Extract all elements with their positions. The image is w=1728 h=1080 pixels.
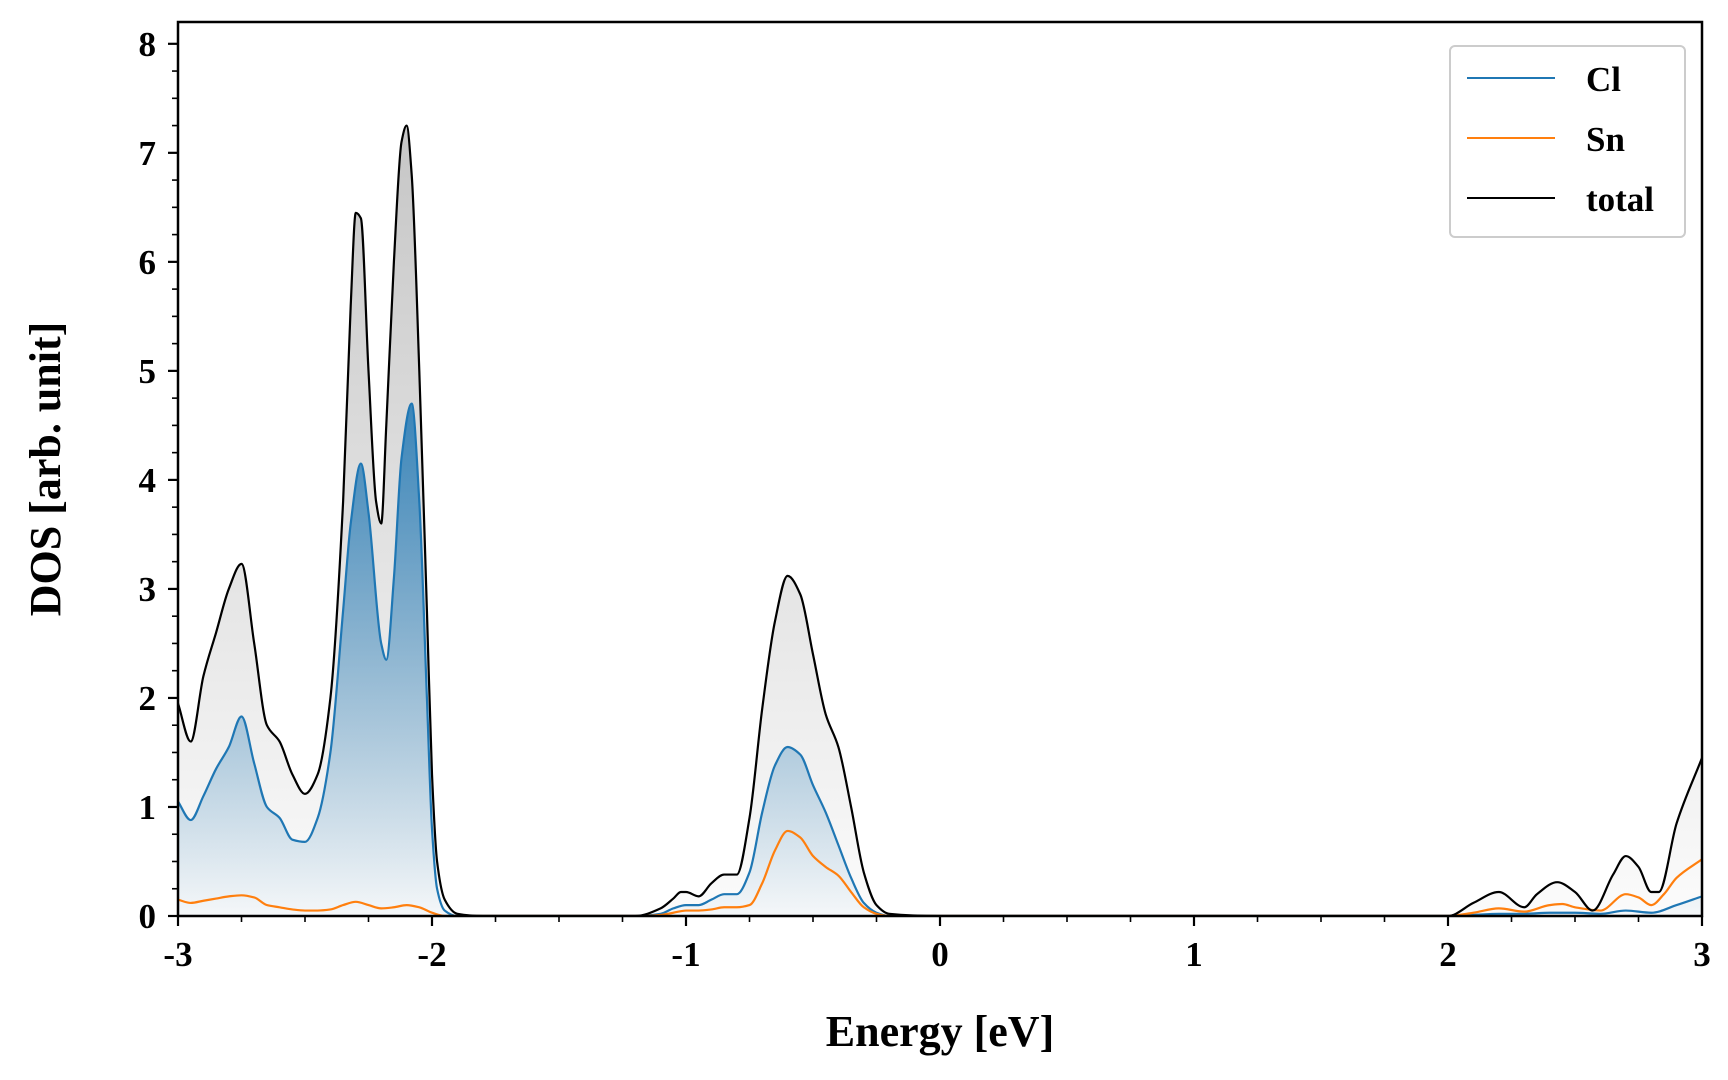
y-tick-label: 0 [139, 897, 157, 936]
legend: Cl Sn total [1449, 45, 1686, 238]
x-tick-label: -1 [671, 935, 700, 974]
y-tick-label: 4 [139, 461, 157, 500]
legend-label-cl: Cl [1586, 60, 1621, 99]
series-line-total [178, 124, 1702, 916]
y-tick-label: 3 [139, 570, 157, 609]
legend-box [1449, 45, 1686, 238]
y-tick-label: 7 [139, 134, 157, 173]
x-tick-label: 0 [931, 935, 949, 974]
y-tick-label: 5 [139, 352, 157, 391]
x-tick-label: -2 [417, 935, 446, 974]
y-axis-title: DOS [arb. unit] [21, 322, 70, 617]
y-tick-label: 2 [139, 679, 157, 718]
y-tick-label: 6 [139, 243, 157, 282]
x-tick-label: -3 [163, 935, 192, 974]
x-tick-label: 3 [1693, 935, 1711, 974]
legend-label-total: total [1586, 180, 1654, 219]
y-tick-label: 1 [139, 788, 157, 827]
y-tick-label: 8 [139, 25, 157, 64]
legend-label-sn: Sn [1586, 120, 1625, 159]
plot-frame [176, 20, 1704, 918]
x-axis-title: Energy [eV] [826, 1007, 1055, 1056]
x-tick-label: 2 [1439, 935, 1457, 974]
fill-area-cl [178, 403, 1702, 916]
series-line-sn [178, 829, 1702, 916]
x-tick-label: 1 [1185, 935, 1203, 974]
